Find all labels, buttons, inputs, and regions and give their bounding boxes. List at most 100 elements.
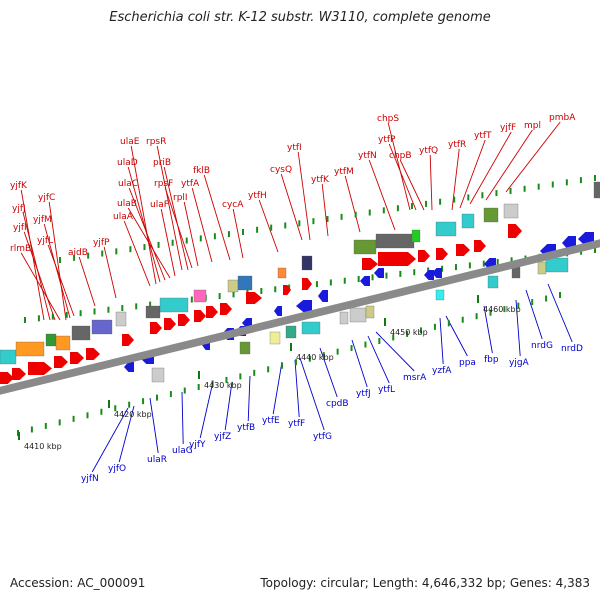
forward-gene-arrow: [150, 322, 162, 334]
gene-label-yjgA: yjgA: [509, 358, 530, 368]
tick-mark: [242, 228, 245, 235]
callout-line: [515, 299, 521, 357]
gene-feature-block: [15, 341, 45, 357]
forward-gene-arrow: [418, 250, 430, 262]
callout-line: [23, 231, 56, 321]
tick-mark: [284, 222, 287, 229]
tick-mark: [65, 311, 68, 318]
gene-label-priB: priB: [153, 158, 171, 168]
gene-label-ytfE: ytfE: [262, 416, 280, 426]
gene-feature-block: [151, 367, 165, 383]
callout-line: [459, 139, 486, 209]
callout-line: [247, 375, 251, 422]
tick-mark: [551, 181, 554, 188]
tick-mark: [157, 241, 160, 248]
gene-feature-block: [269, 331, 281, 345]
tick-mark: [169, 391, 172, 398]
callout-line: [224, 381, 233, 431]
callout-line: [388, 143, 417, 211]
callout-line: [20, 252, 61, 321]
tick-mark: [213, 233, 216, 240]
tick-mark: [58, 419, 61, 426]
gene-label-ulaD: ulaD: [117, 158, 138, 168]
callout-lines: [20, 121, 573, 473]
gene-label-ytfP: ytfP: [378, 135, 396, 145]
forward-gene-arrow: [178, 314, 190, 326]
gene-label-ytfR: ytfR: [448, 140, 466, 150]
forward-gene-arrow: [70, 352, 84, 364]
gene-label-fbp: fbp: [484, 355, 499, 365]
reverse-gene-arrow: [432, 268, 442, 278]
tick-mark: [326, 216, 329, 222]
callout-line: [164, 187, 193, 269]
forward-gene-arrow: [12, 368, 26, 380]
tick-mark: [253, 369, 256, 376]
callout-line: [469, 131, 512, 205]
gene-label-yjfO: yjfO: [108, 464, 126, 474]
forward-gene-arrow: [194, 310, 206, 322]
callout-line: [181, 391, 184, 445]
scale-tick: [18, 432, 20, 440]
tick-mark: [453, 196, 456, 203]
callout-line: [47, 244, 75, 317]
scale-tick: [290, 343, 292, 351]
genome-backbone: [0, 239, 600, 395]
tick-mark: [101, 250, 104, 257]
tick-mark: [274, 286, 277, 293]
tick-mark: [24, 317, 26, 323]
gene-label-chpB: chpB: [389, 151, 412, 161]
scale-tick: [108, 400, 110, 408]
gene-label-yjfP: yjfP: [93, 238, 110, 248]
gene-label-ulaF: ulaF: [150, 200, 169, 210]
gene-feature-block: [461, 213, 475, 229]
gene-feature-block: [301, 321, 321, 335]
reverse-gene-arrow: [296, 300, 312, 312]
tick-mark: [509, 187, 512, 194]
tick-mark: [239, 373, 242, 380]
gene-label-fklB: fklB: [193, 166, 210, 176]
gene-feature-block: [537, 261, 547, 275]
tick-mark: [87, 252, 90, 259]
gene-feature-block: [365, 305, 375, 319]
callout-line: [485, 129, 533, 201]
tick-mark: [329, 279, 332, 286]
callout-line: [127, 166, 161, 283]
forward-gene-arrow: [122, 334, 134, 346]
tick-mark: [129, 246, 132, 253]
tick-mark: [406, 330, 409, 337]
gene-feature-block: [115, 311, 127, 327]
scale-label: 4410 kbp: [24, 442, 62, 451]
gene-feature-block: [411, 229, 421, 243]
gene-label-rpsR: rpsR: [146, 137, 166, 147]
forward-gene-arrow: [474, 240, 486, 252]
gene-label-yjfY: yjfY: [189, 440, 206, 450]
tick-mark: [183, 387, 186, 394]
callout-line: [91, 407, 129, 473]
forward-gene-arrow: [378, 252, 416, 266]
gene-label-ytfG: ytfG: [313, 432, 332, 442]
tick-mark: [439, 198, 442, 205]
gene-label-ytfI: ytfI: [287, 143, 302, 153]
tick-mark: [340, 213, 343, 220]
tick-mark: [350, 345, 353, 352]
gene-label-yjfC: yjfC: [38, 193, 55, 203]
tick-mark: [135, 303, 138, 310]
scale-label: 4460 kbp: [483, 305, 521, 314]
tick-mark: [461, 316, 464, 323]
tick-mark: [143, 244, 146, 251]
tick-mark: [382, 207, 385, 214]
tick-mark: [410, 203, 413, 210]
callout-line: [103, 246, 117, 299]
forward-gene-arrow: [0, 372, 14, 384]
callout-line: [375, 331, 415, 372]
callout-line: [130, 145, 157, 285]
genome-summary: Topology: circular; Length: 4,646,332 bp…: [260, 576, 590, 590]
tick-mark: [531, 299, 534, 306]
tick-mark: [185, 237, 188, 244]
tick-mark: [107, 306, 110, 313]
tick-mark: [594, 247, 596, 253]
callout-line: [387, 122, 411, 211]
tick-mark: [433, 323, 436, 330]
gene-label-ytfT: ytfT: [474, 131, 492, 141]
forward-gene-arrow: [246, 292, 262, 304]
